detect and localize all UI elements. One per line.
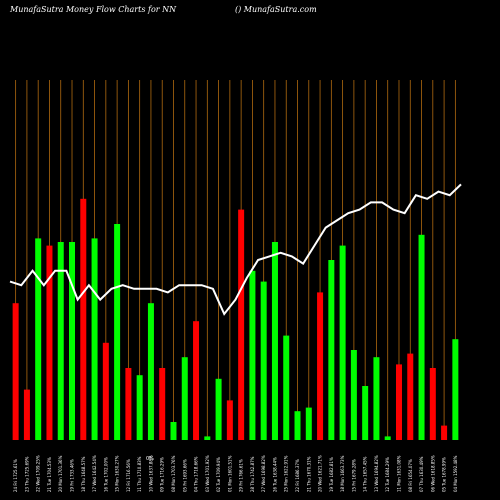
bar <box>328 260 335 440</box>
x-tick-label: 02 Tue 1709.94% <box>216 457 221 492</box>
bar <box>215 378 222 440</box>
x-tick-label: 06 Wed 1618.85% <box>430 455 435 492</box>
bar <box>260 281 267 440</box>
x-tick-label: 11 Mon 1631.08% <box>396 455 401 492</box>
bar <box>12 303 19 440</box>
x-tick-label: 26 Tue 1638.44% <box>272 457 277 492</box>
chart-title: MunafaSutra Money Flow Charts for NN <box>10 5 177 14</box>
x-tick-label: 09 Tue 1716.29% <box>160 457 165 492</box>
bars <box>12 198 459 440</box>
x-tick-label: 15 Fri 1679.28% <box>351 459 356 492</box>
bar <box>91 238 98 440</box>
x-tick-label: 04 Mon 1592.48% <box>453 455 458 492</box>
bar <box>80 198 87 440</box>
bar <box>283 335 290 440</box>
x-tick-label: 19 Fri 1733.46% <box>70 459 75 492</box>
x-tick-label: 11 Thu 1710.83% <box>137 456 142 492</box>
x-tick-label: 15 Mon 1630.27% <box>115 455 120 492</box>
bar <box>159 368 166 440</box>
x-tick-labels: 24 Fri 1725.61% 23 Thu 1725.69% 22 Wed 170… <box>13 455 458 492</box>
x-tick-label: 14 Thu 1657.45% <box>363 456 368 492</box>
x-tick-label: 22 Fri 1686.37% <box>295 459 300 492</box>
bar <box>57 242 64 440</box>
x-tick-label: 21 Tue 1704.53% <box>47 457 52 492</box>
x-tick-label: 08 Fri 1654.07% <box>408 459 413 492</box>
x-tick-label: 27 Wed 1698.82% <box>261 455 266 492</box>
bar <box>317 292 324 440</box>
bar <box>384 436 391 440</box>
bar <box>46 245 53 440</box>
bar <box>362 386 369 440</box>
x-tick-label: 04 Thu 1718.66% <box>194 456 199 492</box>
bar <box>102 342 109 440</box>
x-tick-label: 25 Mon 1622.91% <box>284 455 289 492</box>
x-tick-label: 28 Thu 1742.87% <box>250 456 255 492</box>
bar <box>350 350 357 440</box>
x-tick-label: 05 Tue 1678.99% <box>442 457 447 492</box>
bar <box>373 357 380 440</box>
x-tick-label: 20 Mon 1701.36% <box>58 455 63 492</box>
x-tick-label: 07 Thu 1630.49% <box>419 456 424 492</box>
bar <box>339 245 346 440</box>
bar <box>418 234 425 440</box>
bar <box>441 425 448 440</box>
x-tick-label: 17 Wed 1642.54% <box>92 455 97 492</box>
bar <box>452 339 459 440</box>
bar <box>69 242 76 440</box>
x-tick-label: 03 Wed 1701.92% <box>205 455 210 492</box>
bar <box>249 270 256 440</box>
x-tick-label: 10 Wed 1637.88% <box>148 455 153 492</box>
x-tick-label: 12 Tue 1684.29% <box>385 457 390 492</box>
x-tick-label: 29 Fri 1766.61% <box>239 459 244 492</box>
x-tick-label: 21 Thu 1670.31% <box>306 456 311 492</box>
x-tick-label: 18 Mon 1663.73% <box>340 455 345 492</box>
bar <box>147 303 154 440</box>
x-tick-label: 12 Fri 1716.56% <box>126 459 131 492</box>
x-tick-label: 05 Fri 1693.66% <box>182 459 187 492</box>
x-tick-label: 01 Mon 1601.51% <box>227 455 232 492</box>
x-tick-label: 08 Mon 1703.76% <box>171 455 176 492</box>
bar <box>271 242 278 440</box>
bar <box>226 400 233 440</box>
bar <box>429 368 436 440</box>
mid-marker: 0% <box>146 456 154 462</box>
bar <box>193 321 200 440</box>
bar <box>114 224 121 440</box>
x-tick-label: 20 Wed 1621.71% <box>318 455 323 492</box>
trend-line-path <box>9 183 462 316</box>
site-credit: () MunafaSutra.com <box>235 5 317 14</box>
bar <box>170 422 177 440</box>
bar <box>305 407 312 440</box>
bar <box>181 357 188 440</box>
trend-line <box>9 183 462 316</box>
bar <box>204 436 211 440</box>
bar <box>23 389 30 440</box>
bar <box>238 209 245 440</box>
bar <box>294 411 301 440</box>
x-tick-label: 23 Thu 1725.69% <box>24 456 29 492</box>
bar <box>407 353 414 440</box>
x-tick-label: 16 Tue 1702.00% <box>103 457 108 492</box>
bar <box>395 364 402 440</box>
bar <box>35 238 42 440</box>
x-tick-label: 24 Fri 1725.61% <box>13 459 18 492</box>
x-tick-label: 18 Thu 1648.57% <box>81 456 86 492</box>
x-tick-label: 19 Tue 1682.81% <box>329 457 334 492</box>
x-tick-label: 22 Wed 1709.25% <box>36 455 41 492</box>
bar <box>136 375 143 440</box>
bar <box>125 368 132 440</box>
x-tick-label: 13 Wed 1694.82% <box>374 455 379 492</box>
